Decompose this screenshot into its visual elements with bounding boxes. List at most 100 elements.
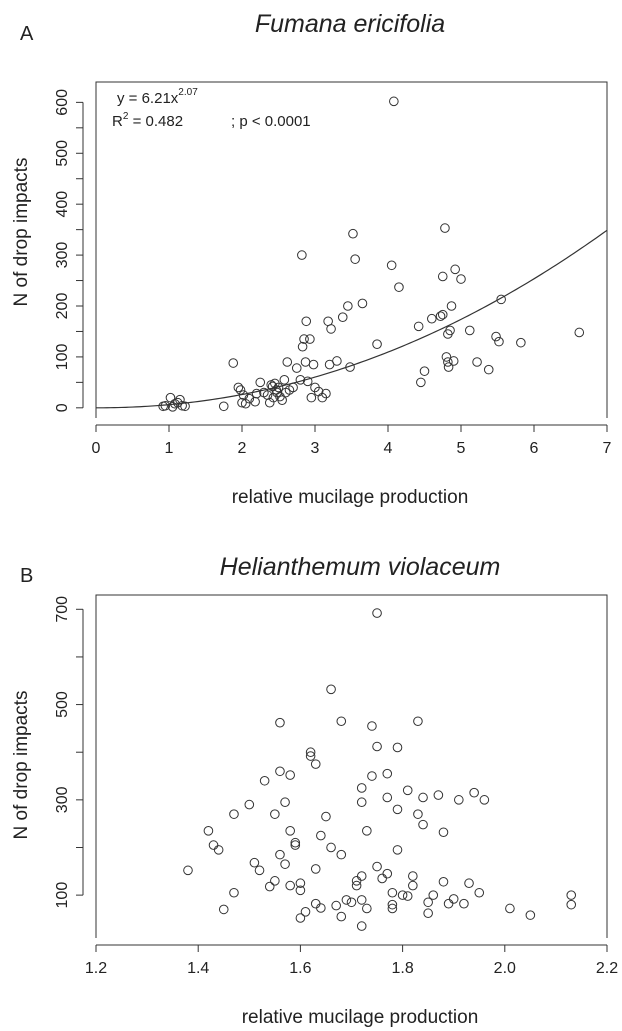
panel-a-data-point [297, 341, 308, 352]
panel-b-data-point [300, 906, 311, 917]
panel-b-data-point [295, 878, 306, 889]
panel-b-data-point [336, 716, 347, 727]
panel-b-data-point [285, 770, 295, 780]
panel-b-data-point [316, 830, 326, 841]
panel-b-x-tick-label: 2.0 [494, 960, 516, 977]
panel-a-data-point [262, 390, 273, 400]
panel-a-data-point [386, 260, 397, 271]
panel-b-data-point [367, 771, 377, 781]
panel-a-x-tick-label: 6 [530, 440, 539, 457]
panel-b-data-point [423, 897, 433, 908]
panel-b-y-axis-label: N of drop impacts [11, 691, 32, 840]
panel-b-data-point [244, 799, 255, 810]
panel-a-data-point [494, 336, 504, 347]
panel-b-data-point [275, 849, 285, 860]
panel-b-x-tick-label: 1.6 [289, 960, 311, 977]
panel-b-data-point [351, 876, 362, 886]
panel-a-data-point [291, 363, 302, 373]
panel-a-data-point [446, 301, 457, 311]
panel-b-x-axis-label: relative mucilage production [242, 1007, 479, 1028]
panel-b-data-point [402, 785, 413, 796]
panel-b-data-point [372, 861, 382, 872]
panel-a-x-tick-label: 4 [384, 440, 393, 457]
panel-a-x-tick-label: 3 [311, 440, 320, 457]
panel-b-data-point [408, 871, 418, 881]
panel-b-data-point [479, 795, 490, 805]
panel-a-y-tick-label: 400 [54, 191, 71, 218]
panel-a-p-value: ; p < 0.0001 [231, 113, 311, 130]
panel-a-data-point [441, 352, 452, 362]
panel-b-data-point [387, 899, 398, 910]
panel-b-data-point [454, 795, 464, 805]
panel-b-data-point [418, 792, 428, 803]
panel-b-frame [95, 594, 608, 938]
panel-b-data-point [387, 887, 398, 898]
panel-a-data-point [306, 392, 317, 403]
panel-b-data-point [305, 751, 316, 761]
panel-a-data-point [357, 298, 368, 309]
panel-a-x-tick-label: 0 [92, 440, 101, 457]
panel-a-equation: y = 6.21x2.07 [117, 87, 198, 107]
panel-b-data-point [259, 775, 270, 786]
panel-a-data-point [228, 358, 239, 368]
panel-a-y-axis-label: N of drop impacts [11, 158, 32, 307]
panel-b-data-point [290, 840, 301, 850]
panel-a-title: Fumana ericifolia [255, 10, 445, 38]
panel-b-data-point [356, 921, 367, 931]
panel-b-data-point [264, 881, 275, 892]
panel-b-data-point [402, 891, 413, 901]
panel-b-y-tick-label: 100 [54, 882, 71, 909]
panel-a-data-point [264, 397, 275, 408]
panel-a-y-tick-label: 500 [54, 140, 71, 167]
panel-b-data-point [362, 826, 372, 836]
panel-a-label: A [20, 23, 34, 45]
panel-b-data-point [295, 913, 306, 923]
panel-b-data-point [310, 864, 321, 874]
panel-b: B Helianthemum violaceum N of drop impac… [11, 553, 618, 1028]
panel-a-data-point [273, 382, 284, 393]
panel-b-y-tick-label: 300 [54, 786, 71, 813]
panel-a-data-point [389, 96, 399, 107]
panel-a-data-point [437, 309, 448, 320]
panel-b-data-point [382, 768, 393, 779]
panel-a-data-point [277, 395, 287, 405]
panel-a-data-point [372, 339, 382, 349]
panel-b-data-point [392, 742, 403, 753]
panel-b-data-point [270, 809, 280, 819]
panel-a-data-point [180, 401, 190, 412]
panel-b-data-point [392, 804, 403, 815]
panel-b-data-point [566, 899, 577, 910]
panel-b-data-point [392, 845, 403, 855]
panel-a-data-point [237, 397, 247, 408]
panel-b-data-point [428, 890, 439, 900]
panel-b-data-point [213, 845, 224, 855]
panel-a-data-point [456, 274, 466, 284]
panel-a-x-tick-label: 2 [238, 440, 247, 457]
panel-b-data-point [249, 857, 260, 868]
panel-a-data-point [416, 377, 426, 388]
panel-a-data-point [305, 334, 315, 344]
panel-a-data-point [440, 223, 450, 233]
panel-b-data-point [336, 911, 347, 922]
panel-b-data-point [183, 865, 193, 876]
panel-b-data-point [397, 890, 408, 900]
panel-a-data-point [255, 377, 266, 388]
panel-a-data-point [175, 394, 185, 405]
panel-a-data-point [279, 375, 290, 385]
panel-a-data-point [326, 324, 336, 334]
panel-b-x-tick-label: 2.2 [596, 960, 618, 977]
panel-a-y-tick-label: 600 [54, 89, 71, 116]
panel-b-data-point [290, 837, 301, 848]
panel-a-y-tick-label: 100 [54, 343, 71, 370]
panel-a-y-tick-label: 200 [54, 293, 71, 320]
panel-b-data-point [254, 865, 265, 876]
panel-b-data-point [229, 809, 239, 819]
panel-b-data-point [275, 717, 285, 728]
panel-a-data-point [332, 356, 342, 366]
panel-b-data-point [218, 904, 229, 915]
panel-b-label: B [20, 565, 33, 587]
panel-b-data-point [464, 878, 474, 889]
panel-b-data-point [280, 797, 290, 808]
panel-a-plot-area: 0 1 2 3 4 5 6 7 0 100 200 300 400 500 600 [54, 81, 612, 457]
